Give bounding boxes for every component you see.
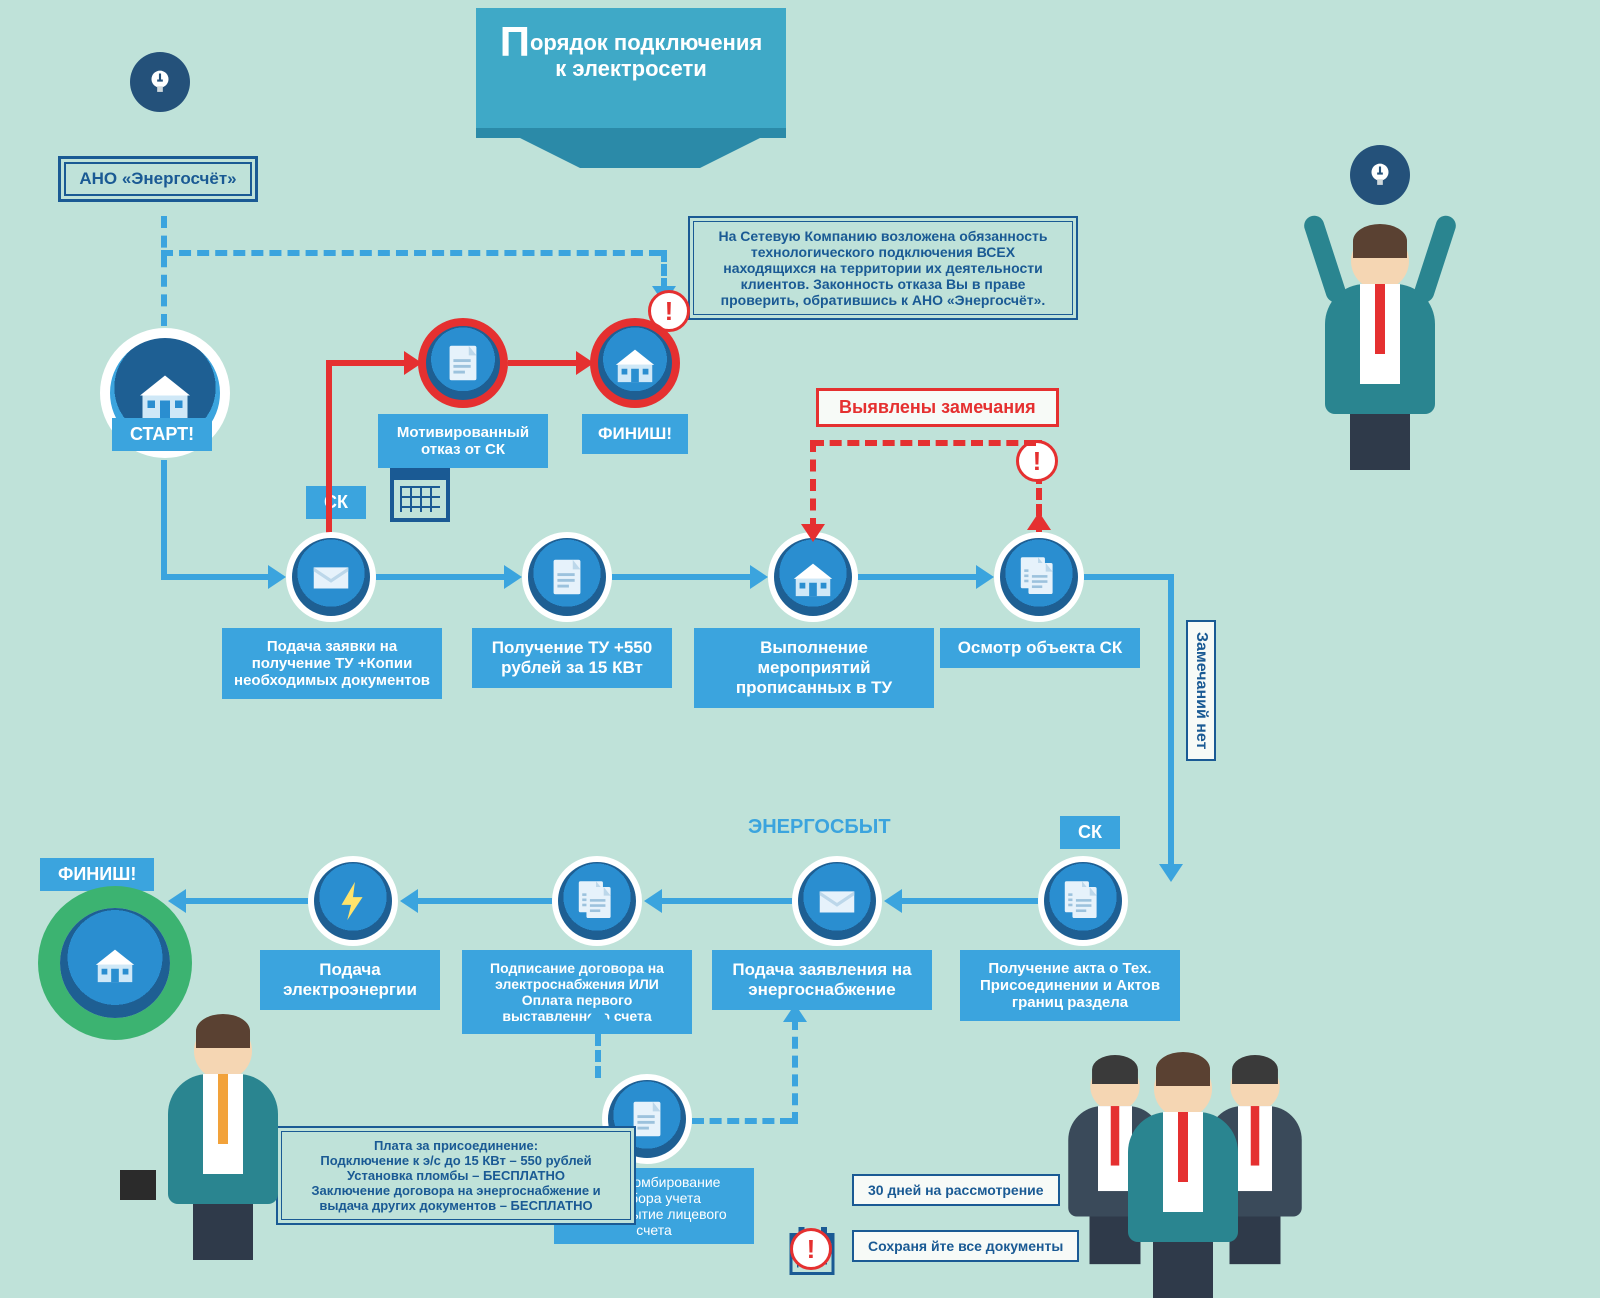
connector	[508, 360, 578, 366]
person-briefcase	[148, 1022, 298, 1260]
execute-label: Выполнение мероприятий прописанных в ТУ	[694, 628, 934, 708]
power-on-label: Подача электроэнергии	[260, 950, 440, 1010]
connector	[900, 898, 1038, 904]
bulb-icon	[130, 52, 190, 112]
start-label: СТАРТ!	[112, 418, 212, 451]
energosbyt-tag: ЭНЕРГОСБЫТ	[748, 816, 891, 839]
get-act-label: Получение акта о Тех. Присоединении и Ак…	[960, 950, 1180, 1021]
title-ribbon: Порядок подключения к электросети	[476, 8, 786, 138]
arrowhead	[783, 1004, 807, 1022]
get-act-node-icon	[1038, 856, 1128, 946]
arrowhead	[1159, 864, 1183, 882]
arrowhead	[644, 889, 662, 913]
apply-node-icon	[286, 532, 376, 622]
connector	[161, 216, 167, 326]
arrowhead	[1027, 512, 1051, 530]
arrowhead	[884, 889, 902, 913]
connector	[612, 574, 752, 580]
connector	[161, 460, 167, 580]
connector	[326, 360, 406, 366]
arrowhead	[586, 1004, 610, 1022]
connector	[660, 898, 792, 904]
person-group	[1108, 1060, 1258, 1298]
connector	[792, 1018, 798, 1124]
connector	[692, 1118, 792, 1124]
connector	[661, 250, 667, 290]
connector	[1168, 574, 1174, 870]
alert-icon: !	[1016, 440, 1058, 482]
connector	[810, 440, 816, 530]
title-letter: П	[500, 18, 530, 65]
sign-contract-label: Подписание договора на электроснабжения …	[462, 950, 692, 1034]
apply-label: Подача заявки на получение ТУ +Копии нео…	[222, 628, 442, 699]
arrowhead	[976, 565, 994, 589]
org-box: АНО «Энергосчёт»	[58, 156, 258, 202]
sk-tag2: СК	[1060, 816, 1120, 849]
arrowhead	[504, 565, 522, 589]
connector	[595, 1018, 601, 1078]
finish-red-label: ФИНИШ!	[582, 414, 688, 454]
connector	[184, 898, 308, 904]
title-line1: орядок подключения	[530, 30, 762, 55]
inspection-node-icon	[994, 532, 1084, 622]
arrowhead	[801, 524, 825, 542]
alert-icon: !	[790, 1228, 832, 1270]
connector	[416, 898, 552, 904]
arrowhead	[750, 565, 768, 589]
no-remarks-label: Замечаний нет	[1186, 620, 1216, 761]
bulb-icon	[1350, 145, 1410, 205]
arrowhead	[400, 889, 418, 913]
fee-info-box: Плата за присоединение: Подключение к э/…	[276, 1126, 636, 1225]
days30-box: 30 дней на рассмотрение	[852, 1174, 1060, 1206]
arrowhead	[168, 889, 186, 913]
sk-tag: СК	[306, 486, 366, 519]
keepdocs-box: Сохраня йте все документы	[852, 1230, 1079, 1262]
calendar-icon	[390, 466, 450, 522]
remarks-found-label: Выявлены замечания	[816, 388, 1059, 427]
sign-contract-node-icon	[552, 856, 642, 946]
finish-green-label: ФИНИШ!	[40, 858, 154, 891]
connector	[161, 250, 661, 256]
finish-red-node-icon	[590, 318, 680, 408]
finish-green-node-icon	[60, 908, 170, 1018]
arrowhead	[268, 565, 286, 589]
receive-tu-node-icon	[522, 532, 612, 622]
connector	[326, 360, 332, 538]
person-celebrating	[1305, 232, 1455, 470]
energo-apply-node-icon	[792, 856, 882, 946]
briefcase-icon	[120, 1170, 156, 1200]
connector	[376, 574, 506, 580]
refusal-label: Мотивированный отказ от СК	[378, 414, 548, 468]
energo-apply-label: Подача заявления на энергоснабжение	[712, 950, 932, 1010]
receive-tu-label: Получение ТУ +550 рублей за 15 КВт	[472, 628, 672, 688]
refusal-node-icon	[418, 318, 508, 408]
connector	[812, 440, 1036, 446]
connector	[858, 574, 978, 580]
connector	[1084, 574, 1174, 580]
execute-node-icon	[768, 532, 858, 622]
connector	[161, 574, 271, 580]
top-info-box: На Сетевую Компанию возложена обязанност…	[688, 216, 1078, 320]
inspection-label: Осмотр объекта СК	[940, 628, 1140, 668]
power-on-node-icon	[308, 856, 398, 946]
